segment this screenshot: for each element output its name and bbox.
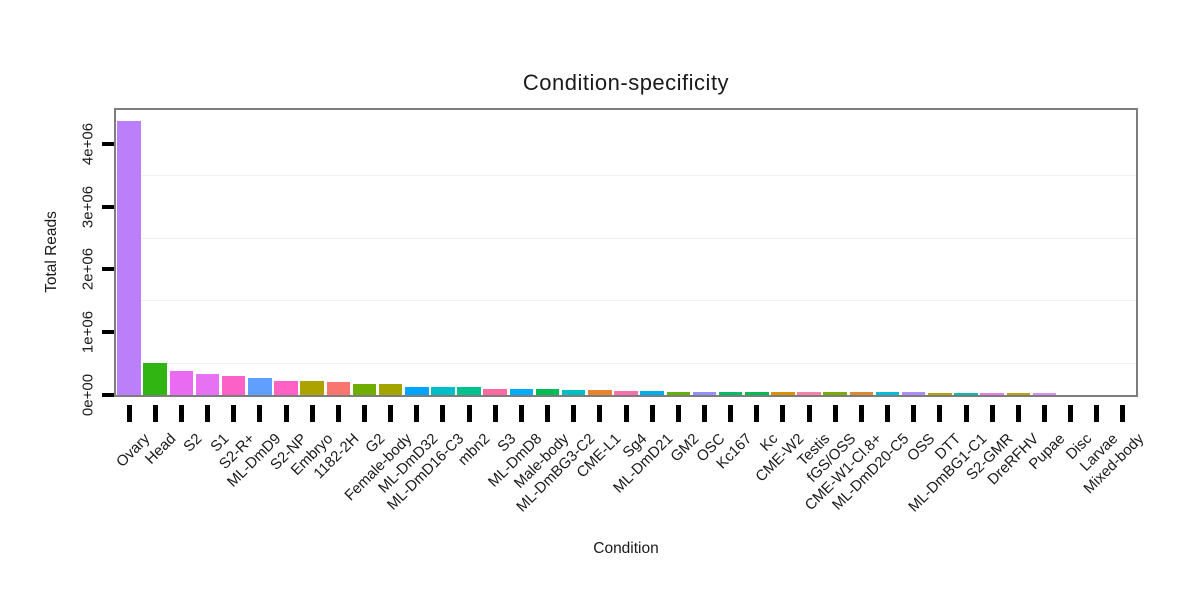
- bar-mbn2: [457, 387, 481, 395]
- bar-Pupae: [1032, 393, 1057, 395]
- minor-gridline: [116, 237, 1136, 239]
- x-tick: [309, 405, 315, 422]
- x-tick: [1041, 405, 1047, 422]
- x-tick: [675, 405, 681, 422]
- x-tick: [780, 405, 786, 422]
- minor-gridline: [116, 363, 1136, 365]
- x-tick: [963, 405, 969, 422]
- y-tick-label: 0e+00: [79, 373, 97, 417]
- x-tick: [388, 405, 394, 422]
- bar-ML-DmBG3-C2: [561, 389, 586, 395]
- x-tick: [1068, 405, 1074, 422]
- x-tick: [597, 405, 603, 422]
- bar-Ovary: [117, 120, 141, 395]
- x-tick: [571, 405, 577, 422]
- x-tick: [414, 405, 420, 422]
- bar-Kc167: [718, 391, 743, 395]
- y-axis-title: Total Reads: [43, 211, 60, 293]
- x-tick: [937, 405, 943, 422]
- x-tick: [126, 405, 132, 422]
- bar-fGS/OSS: [823, 392, 848, 395]
- bar-DTT: [928, 392, 952, 395]
- x-tick: [858, 405, 864, 422]
- x-tick: [1094, 405, 1100, 422]
- x-tick: [178, 405, 184, 422]
- bar-S3: [483, 388, 508, 395]
- plot-panel: [114, 108, 1138, 397]
- bar-S2-GMR: [980, 393, 1004, 395]
- bar-ML-DmBG1-C1: [954, 392, 978, 395]
- minor-gridline: [116, 174, 1136, 176]
- bar-Female-body: [378, 384, 403, 395]
- y-tick-label: 2e+06: [79, 248, 97, 291]
- bar-Testis: [797, 392, 821, 395]
- x-tick: [885, 405, 891, 422]
- bar-Sg4: [614, 390, 638, 395]
- x-axis-title: Condition: [593, 540, 659, 557]
- bar-S2-NP: [274, 380, 298, 395]
- bar-ML-DmD21: [640, 391, 664, 395]
- x-tick: [1120, 405, 1126, 422]
- chart-title: Condition-specificity: [522, 70, 730, 95]
- bar-OSC: [692, 391, 717, 395]
- bar-DreRFHV: [1006, 393, 1031, 395]
- y-tick: [102, 393, 114, 397]
- bar-1182-2H: [326, 382, 351, 395]
- bar-Male-body: [535, 389, 560, 395]
- bar-GM2: [666, 391, 691, 395]
- bar-OSS: [901, 392, 926, 395]
- x-tick: [623, 405, 629, 422]
- bar-ML-DmD16-C3: [431, 387, 455, 395]
- bar-Kc: [744, 391, 769, 395]
- x-tick: [335, 405, 341, 422]
- x-tick: [492, 405, 498, 422]
- bar-ML-DmD20-C5: [875, 392, 900, 395]
- y-tick: [102, 141, 114, 146]
- x-tick: [231, 405, 237, 422]
- x-tick: [832, 405, 838, 422]
- x-tick: [911, 405, 917, 422]
- x-tick: [440, 405, 446, 422]
- x-tick: [283, 405, 289, 422]
- bar-Head: [143, 362, 168, 395]
- x-tick: [701, 405, 707, 422]
- bar-CME-W1-Cl.8+: [849, 392, 874, 395]
- y-tick-label: 3e+06: [79, 185, 97, 228]
- y-tick-label: 4e+06: [79, 122, 97, 165]
- bar-ML-DmD9: [248, 377, 272, 395]
- x-tick: [1015, 405, 1021, 422]
- x-tick: [257, 405, 263, 422]
- x-tick: [466, 405, 472, 422]
- bar-G2: [352, 383, 377, 395]
- x-tick: [806, 405, 812, 422]
- x-tick: [545, 405, 551, 422]
- minor-gridline: [116, 300, 1136, 302]
- bar-S2: [169, 371, 194, 395]
- bar-S1: [195, 374, 220, 395]
- x-tick: [152, 405, 158, 422]
- x-tick: [361, 405, 367, 422]
- x-tick: [754, 405, 760, 422]
- y-tick: [102, 267, 114, 272]
- bar-S2-R+: [221, 376, 246, 395]
- y-tick: [102, 204, 114, 209]
- bar-ML-DmD8: [509, 389, 534, 395]
- bar-CME-L1: [588, 390, 612, 395]
- y-tick: [102, 330, 114, 335]
- x-tick: [989, 405, 995, 422]
- y-tick-label: 1e+06: [79, 311, 97, 354]
- x-tick: [728, 405, 734, 422]
- x-tick: [205, 405, 211, 422]
- bar-CME-W2: [771, 391, 795, 395]
- bar-Embryo: [300, 381, 324, 395]
- bar-ML-DmD32: [404, 386, 429, 395]
- x-tick: [649, 405, 655, 422]
- x-tick: [518, 405, 524, 422]
